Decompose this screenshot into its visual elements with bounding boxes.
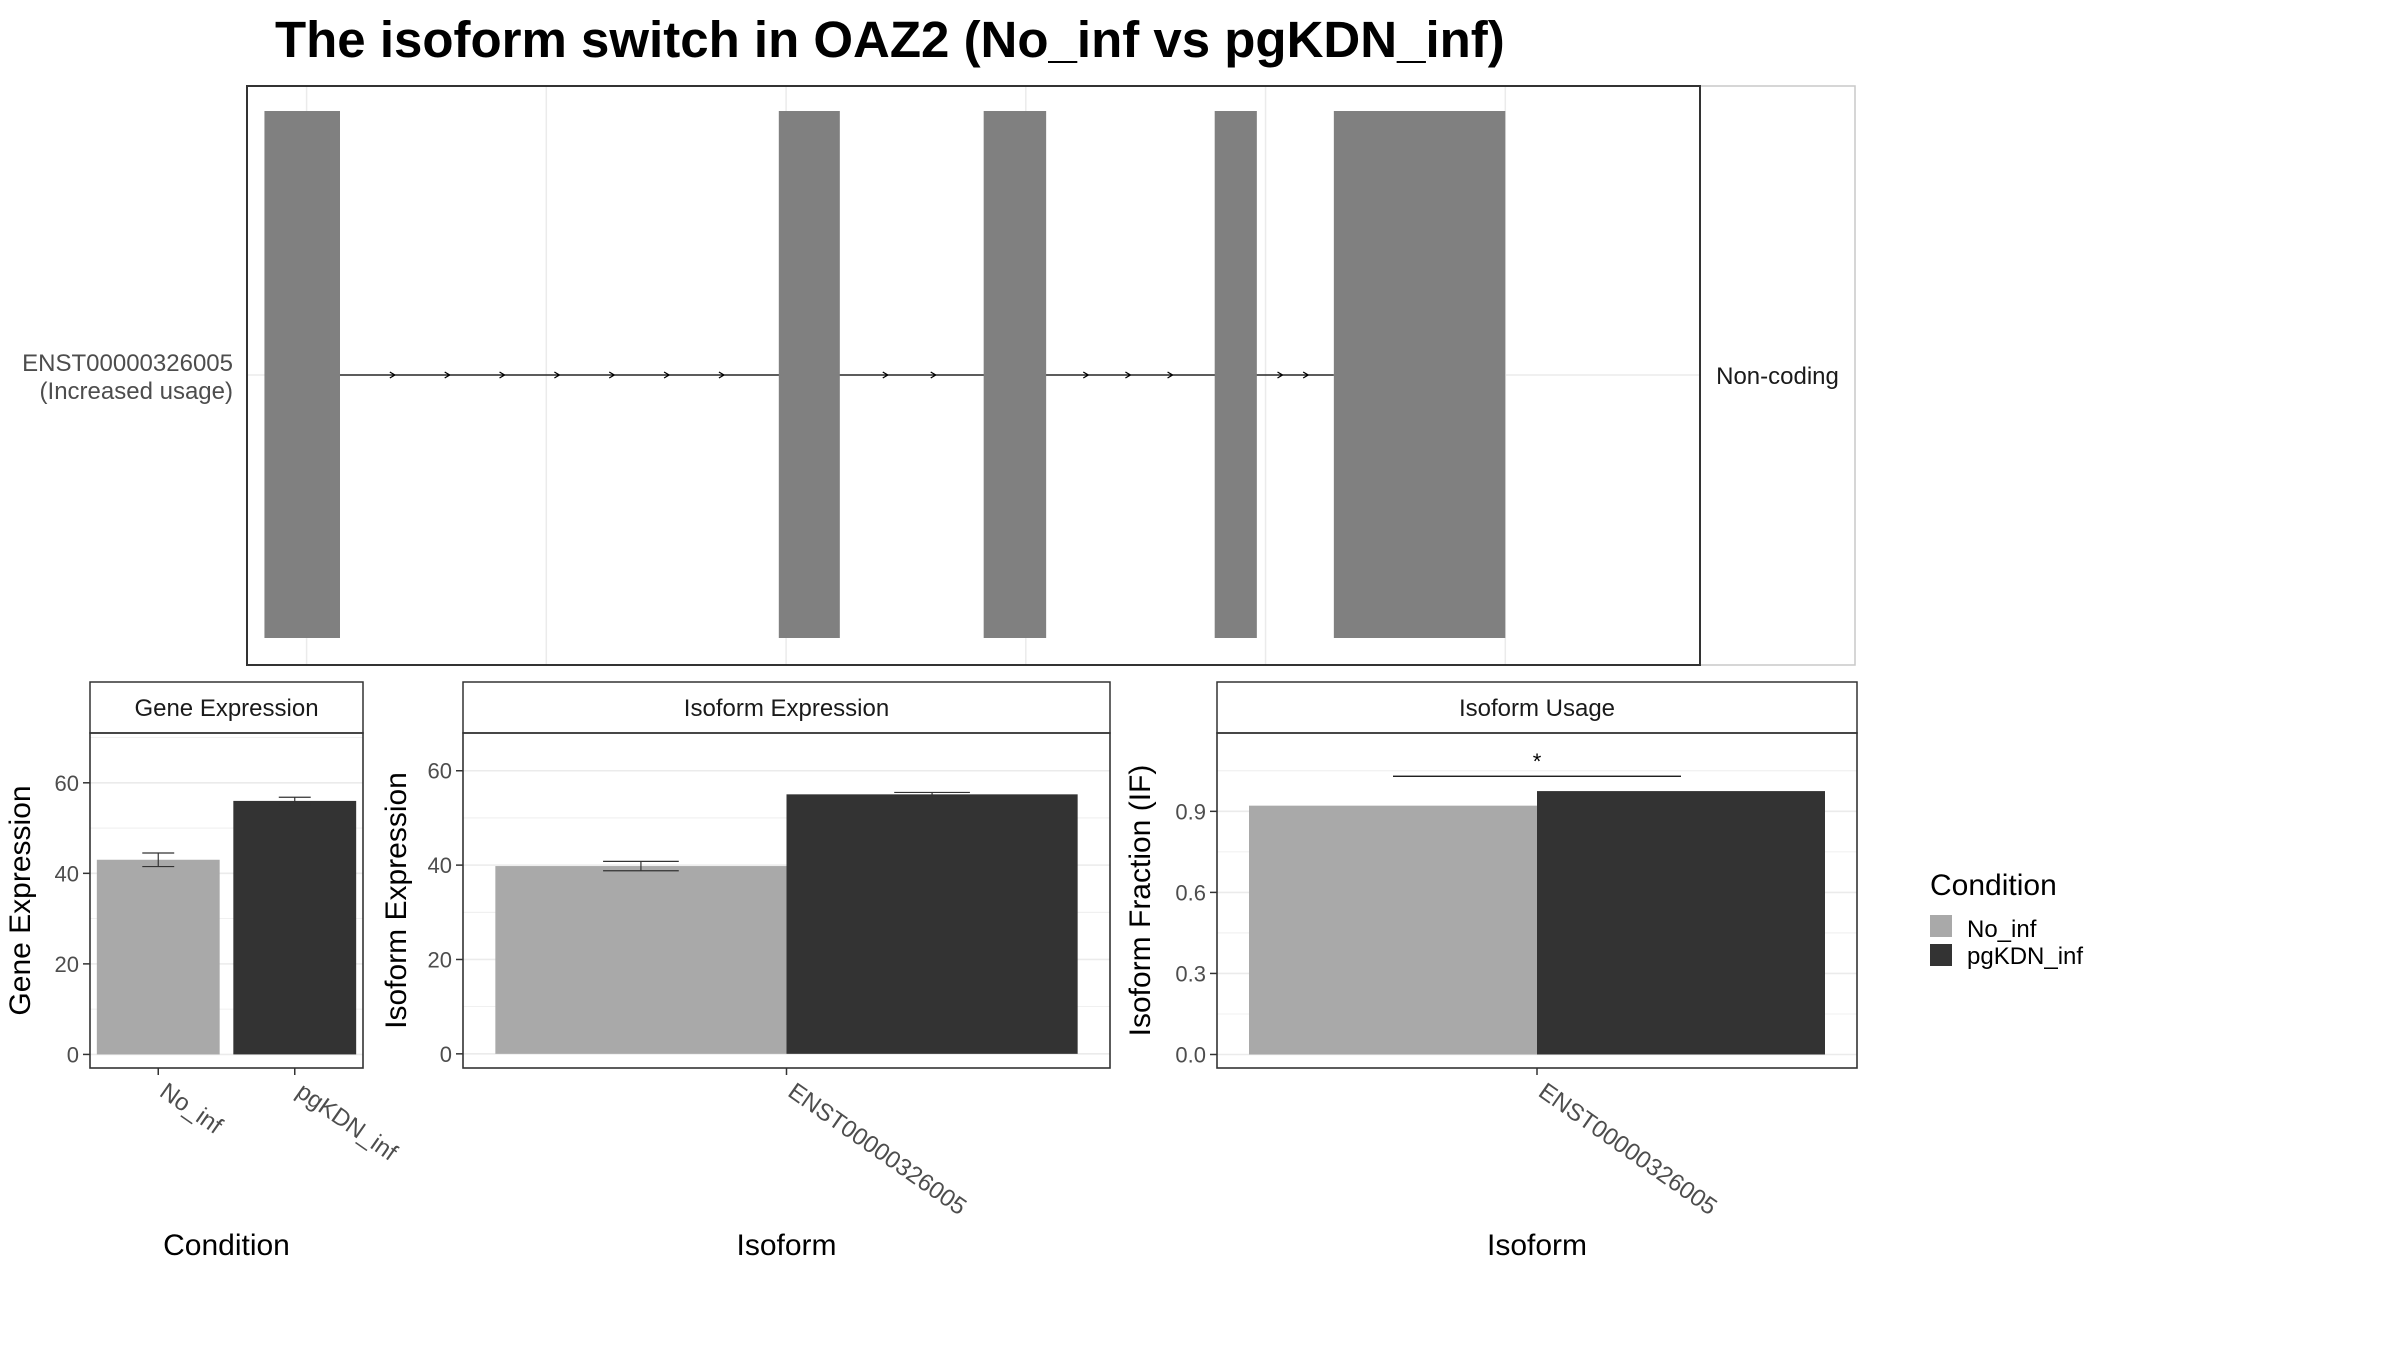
- legend-swatch-pgkdn-inf: [1930, 944, 1952, 966]
- significance-label: *: [1533, 749, 1542, 774]
- y-axis-title: Isoform Fraction (IF): [1124, 765, 1157, 1037]
- x-tick-label: pgKDN_inf: [291, 1078, 402, 1167]
- y-tick-label: 0.3: [1175, 961, 1206, 986]
- bar-pgkdn-inf: [1537, 791, 1825, 1055]
- exon-3: [983, 111, 1047, 638]
- isoform-sublabel: (Increased usage): [40, 378, 233, 405]
- y-tick-label: 40: [428, 853, 452, 878]
- y-tick-label: 40: [55, 861, 79, 886]
- intron-arrow: [882, 371, 890, 379]
- bar-pgkdn-inf: [233, 800, 357, 1055]
- y-tick-label: 60: [55, 771, 79, 796]
- exon-4: [1214, 111, 1257, 638]
- intron-arrow: [663, 371, 671, 379]
- y-axis-title: Gene Expression: [4, 785, 37, 1015]
- intron-arrow: [930, 371, 937, 379]
- isoform-label: ENST00000326005: [22, 350, 233, 377]
- gene-structure-panel: ENST00000326005(Increased usage) Non-codi…: [22, 85, 1856, 666]
- bar-no-inf: [1249, 805, 1537, 1055]
- y-tick-label: 20: [55, 952, 79, 977]
- intron-arrow: [1125, 371, 1132, 379]
- y-tick-label: 0.6: [1175, 880, 1206, 905]
- y-tick-label: 0.0: [1175, 1042, 1206, 1067]
- intron-arrow: [1277, 371, 1284, 379]
- panel-strip: [462, 681, 1111, 734]
- legend: Condition No_inf pgKDN_inf: [1930, 869, 2083, 970]
- intron-arrow: [608, 371, 616, 379]
- panel-strip-label: Isoform Usage: [1459, 695, 1615, 722]
- gene-expression-panel: Gene Expression 0 20 40 60 No_inf pgKDN_inf Gen…: [4, 681, 402, 1262]
- isoform-expression-panel: Isoform Expression 0 20 40 60 ENST00000326005…: [380, 681, 1111, 1262]
- gene-structure-frame: [246, 85, 1701, 666]
- panel-strip-label: Isoform Expression: [684, 695, 889, 722]
- y-tick-label: 0: [440, 1042, 452, 1067]
- x-axis-title: Condition: [163, 1229, 290, 1262]
- intron-arrow: [554, 371, 561, 379]
- legend-label-no-inf: No_inf: [1967, 916, 2037, 943]
- intron-arrow: [389, 371, 397, 379]
- bar-no-inf: [495, 866, 787, 1054]
- x-axis-title: Isoform: [736, 1229, 836, 1262]
- panel-frame: [89, 732, 364, 1069]
- x-axis-title: Isoform: [1487, 1229, 1587, 1262]
- strip-label-non-coding: Non-coding: [1716, 363, 1839, 390]
- intron-arrow: [499, 371, 506, 379]
- y-tick-label: 0.9: [1175, 799, 1206, 824]
- intron-arrow: [1082, 371, 1090, 379]
- bar-no-inf: [96, 859, 220, 1055]
- y-tick-label: 20: [428, 947, 452, 972]
- intron-arrow: [1302, 371, 1310, 379]
- intron-arrow: [444, 371, 451, 379]
- y-axis-title: Isoform Expression: [380, 772, 413, 1029]
- strip-box: [1699, 85, 1856, 666]
- legend-title: Condition: [1930, 869, 2057, 902]
- y-tick-label: 0: [67, 1042, 79, 1067]
- legend-label-pgkdn-inf: pgKDN_inf: [1967, 943, 2083, 970]
- panel-strip: [89, 681, 364, 734]
- intron-arrow: [1167, 371, 1174, 379]
- bar-pgkdn-inf: [786, 794, 1078, 1054]
- exon-2: [778, 111, 840, 638]
- chart-title: The isoform switch in OAZ2 (No_inf vs pg…: [275, 11, 1505, 68]
- legend-swatch-no-inf: [1930, 915, 1952, 937]
- intron-arrow: [718, 371, 726, 379]
- isoform-usage-panel: Isoform Usage * 0.0 0.3 0.6 0.9 ENST0000032600…: [1124, 681, 1858, 1262]
- exon-1: [264, 111, 340, 638]
- x-tick-label: ENST00000326005: [783, 1078, 971, 1221]
- x-tick-label: No_inf: [155, 1078, 228, 1140]
- x-tick-label: ENST00000326005: [1534, 1078, 1722, 1221]
- panel-strip-label: Gene Expression: [134, 695, 318, 722]
- exon-5: [1333, 111, 1506, 638]
- y-tick-label: 60: [428, 759, 452, 784]
